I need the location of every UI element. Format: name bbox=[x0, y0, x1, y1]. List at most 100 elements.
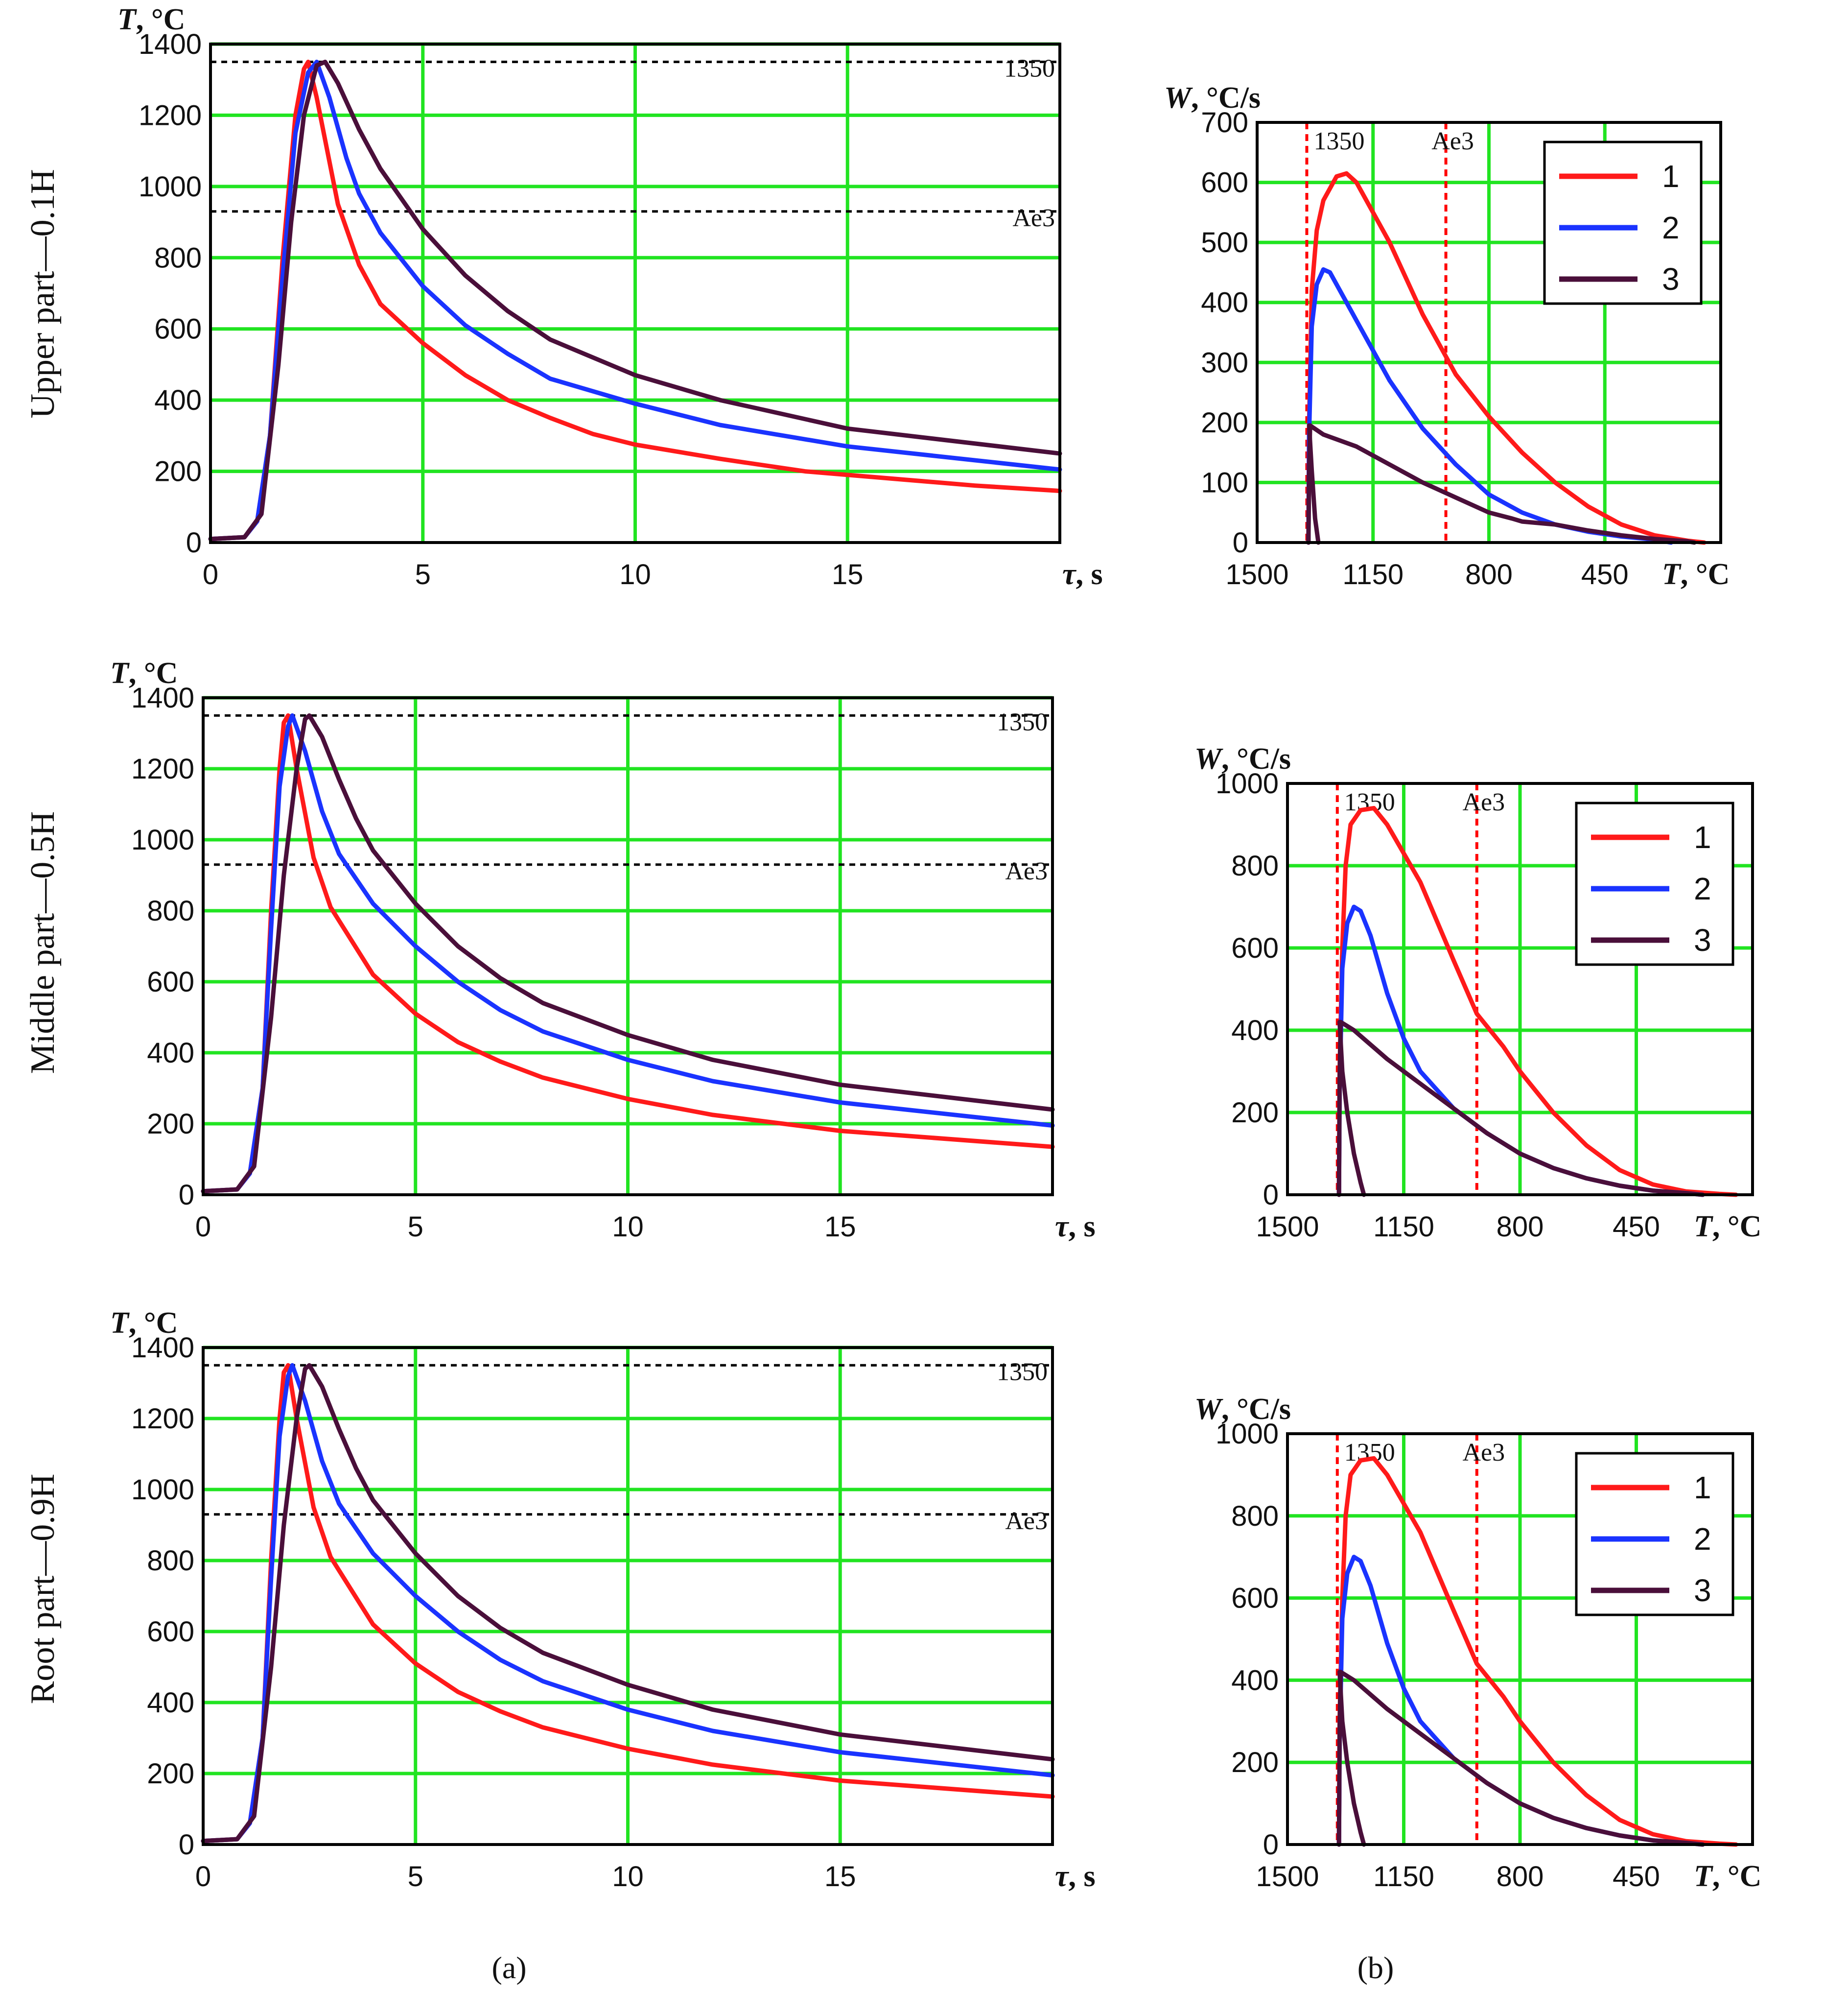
y-tick-label: 1200 bbox=[131, 1403, 194, 1435]
chart-a-root: 1350 Ae3 0 5 10 15 0 200 400 600 800 1000 1200 1400T,… bbox=[110, 1306, 1096, 1893]
y-axis-unit: , °C bbox=[129, 1306, 178, 1340]
y-axis-title: T, °C bbox=[110, 657, 178, 690]
y-axis-title: W, °C/s bbox=[1194, 742, 1291, 776]
row-label-upper: Upper part—0.1H bbox=[24, 169, 62, 418]
x-tick-label: 0 bbox=[195, 1211, 211, 1243]
x-axis-unit: , s bbox=[1069, 1860, 1096, 1893]
y-tick-label: 600 bbox=[147, 966, 194, 998]
ref-label: Ae3 bbox=[1462, 788, 1505, 816]
legend-label-1: 1 bbox=[1694, 1470, 1711, 1505]
y-tick-label: 200 bbox=[1231, 1097, 1279, 1129]
ref-label: 1350 bbox=[1344, 1439, 1395, 1467]
y-axis-variable: W bbox=[1194, 742, 1223, 776]
x-axis-title: τ, s bbox=[1055, 1860, 1096, 1893]
y-axis-title: W, °C/s bbox=[1194, 1393, 1291, 1426]
y-tick-label: 800 bbox=[147, 895, 194, 927]
x-axis-title: T, °C bbox=[1694, 1210, 1761, 1243]
series-line-3 bbox=[1306, 423, 1697, 545]
y-tick-label: 600 bbox=[154, 313, 202, 345]
y-tick-label: 600 bbox=[1231, 932, 1279, 964]
y-tick-label: 600 bbox=[1231, 1583, 1279, 1614]
y-tick-label: 400 bbox=[147, 1037, 194, 1069]
y-tick-label: 0 bbox=[179, 1829, 194, 1861]
y-tick-label: 400 bbox=[147, 1687, 194, 1719]
series-line-3 bbox=[1337, 1670, 1366, 1847]
x-tick-label: 1150 bbox=[1373, 1211, 1434, 1243]
x-axis-unit: , s bbox=[1076, 558, 1103, 591]
panel-label-a: (a) bbox=[491, 1950, 526, 1985]
x-axis-variable: T bbox=[1662, 558, 1682, 591]
series-line-3 bbox=[1336, 1019, 1705, 1197]
x-tick-label: 450 bbox=[1613, 1861, 1660, 1893]
series-line-1 bbox=[1306, 171, 1707, 545]
x-tick-label: 1500 bbox=[1256, 1211, 1319, 1243]
y-tick-label: 1000 bbox=[1216, 768, 1279, 800]
series-line-3 bbox=[1336, 1670, 1705, 1847]
x-tick-label: 5 bbox=[415, 559, 431, 591]
y-tick-label: 400 bbox=[1231, 1664, 1279, 1696]
plot-frame bbox=[1256, 121, 1722, 544]
y-tick-label: 1200 bbox=[131, 753, 194, 785]
legend-label-2: 2 bbox=[1694, 871, 1711, 906]
x-tick-label: 15 bbox=[824, 1861, 856, 1893]
ref-label: Ae3 bbox=[1005, 857, 1048, 885]
series-line-1 bbox=[1336, 805, 1738, 1197]
y-tick-label: 100 bbox=[1201, 467, 1248, 498]
y-tick-label: 1400 bbox=[139, 28, 202, 60]
y-tick-label: 400 bbox=[1201, 287, 1248, 319]
legend-label-1: 1 bbox=[1662, 159, 1680, 194]
y-tick-label: 700 bbox=[1201, 107, 1248, 139]
x-tick-label: 1150 bbox=[1373, 1861, 1434, 1893]
x-tick-label: 450 bbox=[1613, 1211, 1660, 1243]
y-tick-label: 1000 bbox=[139, 171, 202, 203]
y-tick-label: 800 bbox=[154, 242, 202, 274]
legend-label-3: 3 bbox=[1662, 261, 1680, 297]
ref-label: Ae3 bbox=[1462, 1439, 1505, 1467]
x-tick-label: 800 bbox=[1497, 1861, 1544, 1893]
y-tick-label: 0 bbox=[1263, 1829, 1279, 1861]
ref-label: 1350 bbox=[1344, 788, 1395, 816]
series-line-3 bbox=[1337, 1019, 1366, 1197]
y-tick-label: 1000 bbox=[131, 824, 194, 856]
y-tick-label: 200 bbox=[147, 1758, 194, 1790]
ref-label: 1350 bbox=[997, 1358, 1048, 1386]
x-axis-title: T, °C bbox=[1694, 1860, 1761, 1893]
x-tick-label: 10 bbox=[612, 1861, 644, 1893]
plot-frame bbox=[1286, 782, 1754, 1196]
chart-b-middle: 1350 Ae3 1500 1150 800 450 0 200 400 600 800 1000W,… bbox=[1194, 742, 1761, 1243]
x-axis-unit: , °C bbox=[1712, 1210, 1762, 1243]
series-line-3 bbox=[201, 1363, 1055, 1844]
y-tick-label: 1200 bbox=[139, 99, 202, 131]
x-tick-label: 800 bbox=[1497, 1211, 1544, 1243]
y-tick-label: 600 bbox=[147, 1616, 194, 1648]
x-axis-unit: , °C bbox=[1712, 1860, 1762, 1893]
plot-frame bbox=[1286, 1432, 1754, 1846]
y-axis-variable: T bbox=[110, 1306, 130, 1340]
y-tick-label: 1400 bbox=[131, 1332, 194, 1364]
x-axis-unit: , s bbox=[1069, 1210, 1096, 1243]
ref-label: Ae3 bbox=[1012, 204, 1055, 232]
y-tick-label: 400 bbox=[154, 384, 202, 416]
legend-label-2: 2 bbox=[1694, 1521, 1711, 1557]
legend-label-2: 2 bbox=[1662, 210, 1680, 245]
y-axis-variable: W bbox=[1194, 1393, 1223, 1426]
x-tick-label: 0 bbox=[203, 559, 218, 591]
x-axis-title: τ, s bbox=[1062, 558, 1103, 591]
y-axis-unit: , °C/s bbox=[1191, 81, 1261, 115]
y-tick-label: 0 bbox=[1263, 1179, 1279, 1211]
legend-label-3: 3 bbox=[1694, 1573, 1711, 1608]
y-axis-unit: , °C bbox=[136, 3, 186, 36]
y-tick-label: 200 bbox=[1201, 407, 1248, 439]
ref-label: Ae3 bbox=[1005, 1507, 1048, 1535]
y-tick-label: 800 bbox=[1231, 1500, 1279, 1532]
y-axis-variable: W bbox=[1164, 81, 1193, 115]
x-tick-label: 0 bbox=[195, 1861, 211, 1893]
y-axis-title: T, °C bbox=[110, 1306, 178, 1340]
y-axis-title: W, °C/s bbox=[1164, 81, 1261, 115]
legend: 1 2 3 bbox=[1543, 141, 1703, 305]
series-line-3 bbox=[1307, 423, 1321, 545]
x-tick-label: 10 bbox=[619, 559, 651, 591]
y-tick-label: 200 bbox=[147, 1108, 194, 1140]
y-axis-unit: , °C/s bbox=[1221, 1393, 1291, 1426]
y-tick-label: 600 bbox=[1201, 167, 1248, 199]
